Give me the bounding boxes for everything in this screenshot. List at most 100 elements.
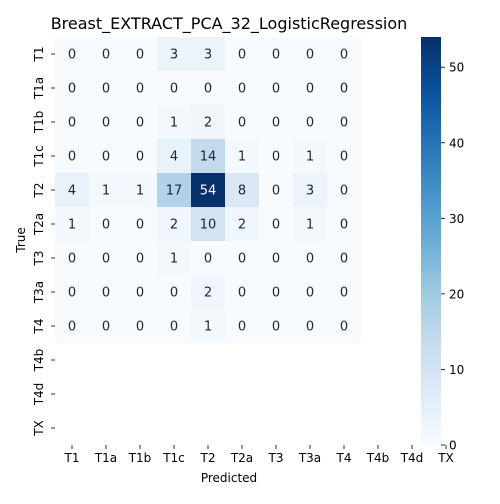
cell-value-T2-T2a: 8	[238, 184, 246, 199]
cell-value-T2a-T1a: 0	[102, 218, 110, 233]
heatmap-cell-T4-T4	[327, 309, 361, 343]
cell-value-T1a-T1a: 0	[102, 82, 110, 97]
heatmap-cell-T1c-T1	[55, 139, 89, 173]
cell-value-T1-T1c: 3	[170, 48, 178, 63]
heatmap-cell-T2a-T1c	[157, 207, 191, 241]
heatmap-cell-T1a-T2a	[225, 71, 259, 105]
y-axis: T1 T1a T1b T1c T2 T2a T3 T3a T4 T4b T4d TX	[32, 47, 55, 437]
heatmap-cell-T2-T1b	[123, 173, 157, 207]
cell-value-T2-T4: 0	[340, 184, 348, 199]
heatmap-cell-T2a-T1b	[123, 207, 157, 241]
cell-value-T1c-T2a: 1	[238, 150, 246, 165]
colorbar-tick-label: 10	[449, 363, 464, 377]
heatmap-cell-T2-T1a	[89, 173, 123, 207]
heatmap-cell-T1b-T4	[327, 105, 361, 139]
cell-value-T1c-T3a: 1	[306, 150, 314, 165]
cell-value-T1c-T1b: 0	[136, 150, 144, 165]
cell-value-T1a-T3a: 0	[306, 82, 314, 97]
heatmap-cell-T1a-T1b	[123, 71, 157, 105]
cell-value-T1c-T1c: 4	[170, 150, 178, 165]
cell-value-T2a-T2a: 2	[238, 218, 246, 233]
heatmap-cell-T1a-T3a	[293, 71, 327, 105]
cell-value-T1-T3: 0	[272, 48, 280, 63]
heatmap-cell-T2-T3	[259, 173, 293, 207]
cell-value-T1a-T4: 0	[340, 82, 348, 97]
cell-value-T2-T3: 0	[272, 184, 280, 199]
y-tick-label: T1c	[32, 145, 46, 168]
heatmap-cells	[55, 37, 361, 343]
heatmap-cell-T1c-T1a	[89, 139, 123, 173]
heatmap-cell-T4-T3a	[293, 309, 327, 343]
heatmap-cell-T1b-T2a	[225, 105, 259, 139]
cell-value-T1b-T3: 0	[272, 116, 280, 131]
heatmap-cell-T1-T1c	[157, 37, 191, 71]
cell-value-T1b-T2: 2	[204, 116, 212, 131]
heatmap-cell-T2-T1	[55, 173, 89, 207]
colorbar-tick-label: 40	[449, 136, 464, 150]
cell-value-T1b-T4: 0	[340, 116, 348, 131]
y-tick-label: T2a	[32, 213, 46, 236]
cell-value-T3-T1: 0	[68, 252, 76, 267]
x-axis-label: Predicted	[201, 471, 257, 485]
cell-value-T1-T2a: 0	[238, 48, 246, 63]
heatmap-cell-T1-T2	[191, 37, 225, 71]
heatmap-cell-T3a-T2	[191, 275, 225, 309]
x-axis: T1 T1a T1b T1c T2 T2a T3 T3a T4 T4b T4d TX	[64, 445, 454, 465]
heatmap-cell-T4-T1	[55, 309, 89, 343]
heatmap-cell-T3-T2	[191, 241, 225, 275]
cell-value-T2a-T3: 0	[272, 218, 280, 233]
heatmap-cell-T4-T3	[259, 309, 293, 343]
heatmap-cell-T1b-T3a	[293, 105, 327, 139]
heatmap-cell-T1c-T4	[327, 139, 361, 173]
cell-value-T4-T1a: 0	[102, 320, 110, 335]
heatmap-cell-T2-T4	[327, 173, 361, 207]
y-tick-label: T4d	[32, 383, 46, 407]
heatmap-cell-T1c-T2a	[225, 139, 259, 173]
y-tick-label: T1	[32, 47, 46, 63]
heatmap-cell-labels: 0 0 0 3 3 0 0 0 00 0 0 0 0 0 0 0 00 0 0 1 2 0 0 0 00 0 0 4 14 1 0 1 04 1 1…	[68, 48, 348, 335]
x-tick-label: T1b	[128, 451, 152, 465]
cell-value-T3-T3: 0	[272, 252, 280, 267]
cell-value-T1b-T2a: 0	[238, 116, 246, 131]
y-tick-label: T3a	[32, 281, 46, 304]
heatmap-cell-T3-T3	[259, 241, 293, 275]
colorbar: 0 10 20 30 40 50	[421, 37, 464, 453]
cell-value-T1b-T1c: 1	[170, 116, 178, 131]
heatmap-cell-T3-T3a	[293, 241, 327, 275]
heatmap-cell-T3a-T1b	[123, 275, 157, 309]
heatmap-cell-T2-T2	[191, 173, 225, 207]
heatmap-cell-T3-T1	[55, 241, 89, 275]
cell-value-T1c-T1: 0	[68, 150, 76, 165]
cell-value-T2-T3a: 3	[306, 184, 314, 199]
cell-value-T1a-T1: 0	[68, 82, 76, 97]
cell-value-T3a-T3a: 0	[306, 286, 314, 301]
x-tick-label: T2	[200, 451, 216, 465]
cell-value-T4-T2a: 0	[238, 320, 246, 335]
x-tick-label: T4d	[400, 451, 424, 465]
cell-value-T2a-T1b: 0	[136, 218, 144, 233]
x-tick-label: T1c	[162, 451, 185, 465]
heatmap-cell-T2a-T1	[55, 207, 89, 241]
heatmap-cell-T2a-T4	[327, 207, 361, 241]
cell-value-T1b-T1a: 0	[102, 116, 110, 131]
heatmap-cell-T3a-T4	[327, 275, 361, 309]
cell-value-T2a-T3a: 1	[306, 218, 314, 233]
cell-value-T1-T4: 0	[340, 48, 348, 63]
x-tick-label: T3a	[298, 451, 321, 465]
chart-title: Breast_EXTRACT_PCA_32_LogisticRegression	[51, 14, 408, 34]
y-tick-label: T3	[32, 251, 46, 267]
heatmap-cell-T2a-T2a	[225, 207, 259, 241]
x-tick-label: T1a	[94, 451, 117, 465]
heatmap-cell-T1a-T4	[327, 71, 361, 105]
cell-value-T3a-T4: 0	[340, 286, 348, 301]
heatmap-cell-T1c-T3	[259, 139, 293, 173]
heatmap-cell-T1a-T1a	[89, 71, 123, 105]
cell-value-T2-T1a: 1	[102, 184, 110, 199]
heatmap-cell-T1-T2a	[225, 37, 259, 71]
heatmap-cell-T1-T1	[55, 37, 89, 71]
cell-value-T2-T1b: 1	[136, 184, 144, 199]
heatmap-cell-T2a-T1a	[89, 207, 123, 241]
x-tick-label: T2a	[230, 451, 253, 465]
cell-value-T4-T1c: 0	[170, 320, 178, 335]
